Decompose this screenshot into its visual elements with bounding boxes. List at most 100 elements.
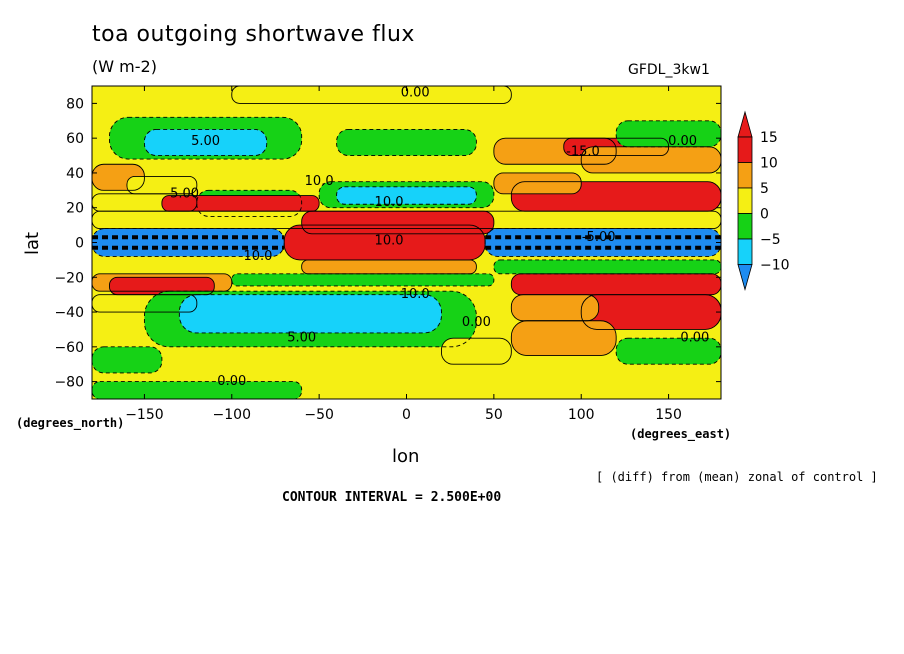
colorbar-label-1: 10 bbox=[760, 156, 778, 172]
contour-region-37 bbox=[616, 338, 721, 365]
colorbar-swatch-5 bbox=[737, 238, 753, 265]
contour-region-2 bbox=[231, 86, 512, 104]
contour-fills bbox=[92, 86, 721, 399]
colorbar-max-triangle bbox=[737, 110, 753, 138]
contour-interval: CONTOUR INTERVAL = 2.500E+00 bbox=[282, 490, 502, 505]
contour-line-30 bbox=[143, 290, 477, 348]
contour-line-12 bbox=[196, 189, 303, 217]
chart-title: toa outgoing shortwave flux bbox=[92, 22, 415, 47]
colorbar-swatch-1 bbox=[737, 136, 753, 163]
contour-region-27 bbox=[109, 277, 215, 295]
contour-label-0: 0.00 bbox=[401, 85, 430, 100]
contour-region-33 bbox=[581, 294, 721, 330]
x-tick-label-4: 50 bbox=[485, 407, 503, 423]
units-label: (W m-2) bbox=[92, 57, 157, 76]
contour-line-24 bbox=[493, 259, 721, 275]
contour-region-16 bbox=[336, 186, 477, 205]
y-tick-label-3: −20 bbox=[54, 270, 84, 286]
contour-label-6: 10.0 bbox=[375, 195, 404, 210]
contour-line-35 bbox=[440, 337, 512, 365]
contour-label-1: 5.00 bbox=[191, 134, 220, 149]
contour-region-36 bbox=[441, 338, 512, 365]
contour-label-3: -15.0 bbox=[566, 145, 600, 160]
contour-region-24 bbox=[301, 259, 477, 274]
y-tick-label-5: 20 bbox=[66, 201, 84, 217]
x-tick-label-3: 0 bbox=[402, 407, 411, 423]
contour-region-4 bbox=[144, 129, 267, 156]
contour-line-7 bbox=[493, 137, 617, 165]
colorbar-min-triangle bbox=[737, 264, 753, 291]
contour-line-10 bbox=[615, 120, 721, 148]
contour-region-38 bbox=[92, 346, 162, 373]
x-units-note: (degrees_east) bbox=[630, 427, 732, 441]
contour-label-7: 10.0 bbox=[375, 233, 404, 248]
y-axis: −80 −60 −40 −20 0 20 40 60 80 bbox=[54, 96, 721, 391]
y-tick-label-1: −60 bbox=[54, 340, 84, 356]
contour-line-19 bbox=[301, 210, 495, 235]
contour-region-18 bbox=[493, 172, 582, 194]
contour-region-28 bbox=[231, 273, 494, 286]
colorbar-label-4: −5 bbox=[760, 232, 781, 248]
contour-labels: 0.00 5.00 0.00 -15.0 10.0 5.00 10.0 10.0 -5.00 10… bbox=[170, 85, 709, 389]
colorbar-label-2: 5 bbox=[760, 181, 769, 197]
contour-line-5 bbox=[92, 163, 145, 191]
model-label: GFDL_3kw1 bbox=[628, 62, 710, 78]
footnote: [ (diff) from (mean) zonal of control ] bbox=[596, 470, 878, 484]
contour-label-14: 0.00 bbox=[217, 374, 246, 389]
y-tick-label-7: 60 bbox=[66, 131, 84, 147]
contour-region-1 bbox=[92, 381, 302, 399]
contour-region-23 bbox=[485, 228, 721, 257]
x-tick-label-0: −150 bbox=[125, 407, 163, 423]
contour-line-36 bbox=[615, 337, 721, 365]
y-axis-label: lat bbox=[22, 231, 43, 255]
y-tick-label-2: −40 bbox=[54, 305, 84, 321]
contour-line-31 bbox=[178, 294, 442, 334]
contour-label-12: 5.00 bbox=[287, 331, 316, 346]
contour-line-1 bbox=[231, 86, 512, 104]
contour-line-3 bbox=[143, 129, 268, 157]
y-tick-label-0: −80 bbox=[54, 375, 84, 391]
contour-region-10 bbox=[581, 146, 721, 173]
contour-label-2: 0.00 bbox=[668, 134, 697, 149]
x-tick-label-1: −100 bbox=[213, 407, 251, 423]
contour-line-27 bbox=[231, 273, 495, 287]
y-tick-label-4: 0 bbox=[75, 236, 84, 252]
contour-label-10: 10.0 bbox=[401, 287, 430, 302]
y-tick-label-8: 80 bbox=[66, 96, 84, 112]
contour-line-23 bbox=[301, 259, 477, 275]
colorbar: 15 10 5 0 −5 −10 bbox=[737, 110, 790, 291]
x-tick-label-2: −50 bbox=[304, 407, 334, 423]
y-tick-label-6: 40 bbox=[66, 166, 84, 182]
colorbar-swatch-2 bbox=[737, 162, 753, 189]
colorbar-swatch-4 bbox=[737, 213, 753, 240]
contour-region-5 bbox=[336, 129, 477, 156]
contour-label-11: 0.00 bbox=[462, 315, 491, 330]
contour-lines bbox=[92, 86, 721, 399]
contour-region-34 bbox=[511, 294, 599, 321]
contour-label-9: 10.0 bbox=[244, 249, 273, 264]
contour-region-11 bbox=[616, 120, 721, 147]
contour-label-4: 10.0 bbox=[305, 174, 334, 189]
contour-line-32 bbox=[580, 294, 721, 330]
colorbar-swatch-3 bbox=[737, 187, 753, 214]
contour-region-25 bbox=[493, 259, 721, 274]
contour-region-32 bbox=[179, 294, 442, 333]
contour-label-13: 0.00 bbox=[680, 331, 709, 346]
contour-line-15 bbox=[336, 186, 477, 205]
colorbar-label-3: 0 bbox=[760, 207, 769, 223]
colorbar-label-5: −10 bbox=[760, 258, 790, 274]
contour-line-37 bbox=[92, 346, 163, 374]
contour-line-17 bbox=[493, 172, 582, 195]
contour-label-8: -5.00 bbox=[582, 230, 616, 245]
contour-label-5: 5.00 bbox=[170, 186, 199, 201]
contour-line-22 bbox=[484, 228, 721, 257]
contour-line-34 bbox=[510, 320, 617, 356]
x-tick-label-6: 150 bbox=[655, 407, 682, 423]
x-axis-label: lon bbox=[392, 446, 420, 467]
x-tick-label-5: 100 bbox=[568, 407, 595, 423]
contour-line-2 bbox=[109, 116, 303, 160]
x-axis: −150 −100 −50 0 50 100 150 bbox=[125, 86, 682, 423]
contour-line-14 bbox=[318, 181, 495, 209]
contour-line-4 bbox=[336, 129, 477, 157]
